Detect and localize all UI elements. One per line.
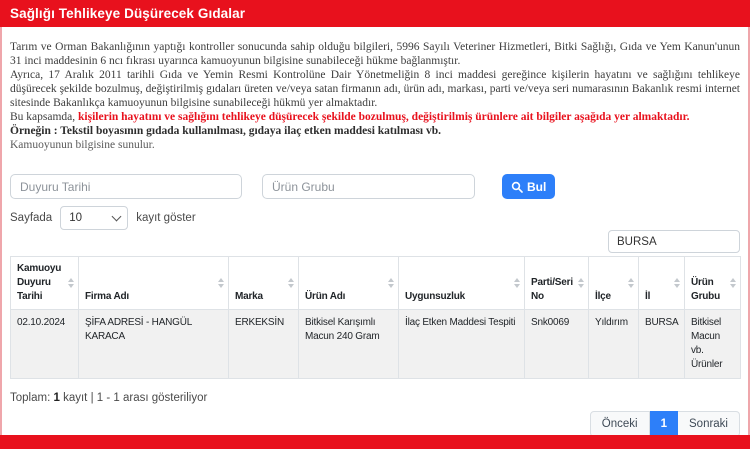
page-size-select-wrap: 10: [60, 206, 129, 230]
previous-page-button[interactable]: Önceki: [589, 411, 650, 435]
page-size-label-after: kayıt göster: [136, 212, 196, 224]
page-title: Sağlığı Tehlikeye Düşürecek Gıdalar: [10, 6, 246, 21]
intro-text-block: Tarım ve Orman Bakanlığının yaptığı kont…: [10, 40, 740, 152]
summary-detail: kayıt | 1 - 1 arası gösteriliyor: [63, 392, 208, 404]
sort-icon: [288, 278, 294, 288]
main-content: Tarım ve Orman Bakanlığının yaptığı kont…: [0, 27, 750, 435]
column-header-duyuru-tarihi[interactable]: Kamuoyu Duyuru Tarihi: [10, 256, 79, 310]
column-header-ilce[interactable]: İlçe: [588, 256, 639, 310]
search-button-label: Bul: [527, 179, 547, 194]
column-header-uygunsuzluk[interactable]: Uygunsuzluk: [398, 256, 525, 310]
cell-urun-grubu: Bitkisel Macun vb. Ürünler: [684, 309, 741, 379]
page-size-label-before: Sayfada: [10, 212, 53, 224]
filter-bar: Bul: [10, 174, 740, 199]
bottom-border-bar: [0, 435, 750, 449]
results-summary: Toplam: 1 kayıt | 1 - 1 arası gösteriliy…: [10, 392, 740, 404]
sort-icon: [730, 278, 736, 288]
sort-icon: [388, 278, 394, 288]
cell-il: BURSA: [638, 309, 685, 379]
sort-icon: [578, 278, 584, 288]
column-header-parti-seri-no[interactable]: Parti/Seri No: [524, 256, 589, 310]
intro-p3-prefix: Bu kapsamda,: [10, 111, 76, 123]
cell-parti-seri-no: Snk0069: [524, 309, 589, 379]
cell-ilce: Yıldırım: [588, 309, 639, 379]
search-icon: [511, 181, 523, 193]
cell-marka: ERKEKSİN: [228, 309, 299, 379]
page-size-select[interactable]: 10: [60, 206, 129, 230]
cell-duyuru-tarihi: 02.10.2024: [10, 309, 79, 379]
intro-paragraph-1: Tarım ve Orman Bakanlığının yaptığı kont…: [10, 41, 740, 67]
page-1-button[interactable]: 1: [649, 411, 678, 435]
pagination: Önceki 1 Sonraki: [10, 411, 740, 435]
column-header-urun-grubu[interactable]: Ürün Grubu: [684, 256, 741, 310]
column-header-firma-adi[interactable]: Firma Adı: [78, 256, 229, 310]
cell-firma-adi: ŞİFA ADRESİ - HANGÜL KARACA: [78, 309, 229, 379]
page-header: Sağlığı Tehlikeye Düşürecek Gıdalar: [0, 0, 750, 27]
intro-paragraph-2: Ayrıca, 17 Aralık 2011 tarihli Gıda ve Y…: [10, 69, 740, 109]
column-header-marka[interactable]: Marka: [228, 256, 299, 310]
sort-icon: [674, 278, 680, 288]
intro-paragraph-4: Örneğin : Tekstil boyasının gıdada kulla…: [10, 125, 442, 137]
summary-count: 1: [53, 392, 60, 404]
sort-icon: [68, 278, 74, 288]
sort-icon: [514, 278, 520, 288]
search-button[interactable]: Bul: [502, 174, 556, 199]
intro-p3-warning-text: kişilerin hayatını ve sağlığını tehlikey…: [78, 111, 690, 123]
page-size-row: Sayfada 10 kayıt göster: [10, 206, 740, 230]
sort-icon: [628, 278, 634, 288]
sort-icon: [218, 278, 224, 288]
product-group-input[interactable]: [262, 174, 475, 199]
table-search-row: [10, 230, 740, 253]
intro-paragraph-3: Bu kapsamda, kişilerin hayatını ve sağlı…: [10, 110, 740, 124]
intro-paragraph-5: Kamuoyunun bilgisine sunulur.: [10, 139, 155, 151]
table-header-row: Kamuoyu Duyuru Tarihi Firma Adı Marka Ür…: [10, 256, 741, 310]
cell-uygunsuzluk: İlaç Etken Maddesi Tespiti: [398, 309, 525, 379]
cell-urun-adi: Bitkisel Karışımlı Macun 240 Gram: [298, 309, 399, 379]
announcement-date-input[interactable]: [10, 174, 242, 199]
table-search-input[interactable]: [608, 230, 740, 253]
next-page-button[interactable]: Sonraki: [678, 411, 740, 435]
column-header-urun-adi[interactable]: Ürün Adı: [298, 256, 399, 310]
column-header-il[interactable]: İl: [638, 256, 685, 310]
table-row: 02.10.2024 ŞİFA ADRESİ - HANGÜL KARACA E…: [10, 309, 741, 379]
summary-label: Toplam:: [10, 392, 51, 404]
results-table: Kamuoyu Duyuru Tarihi Firma Adı Marka Ür…: [10, 256, 741, 379]
